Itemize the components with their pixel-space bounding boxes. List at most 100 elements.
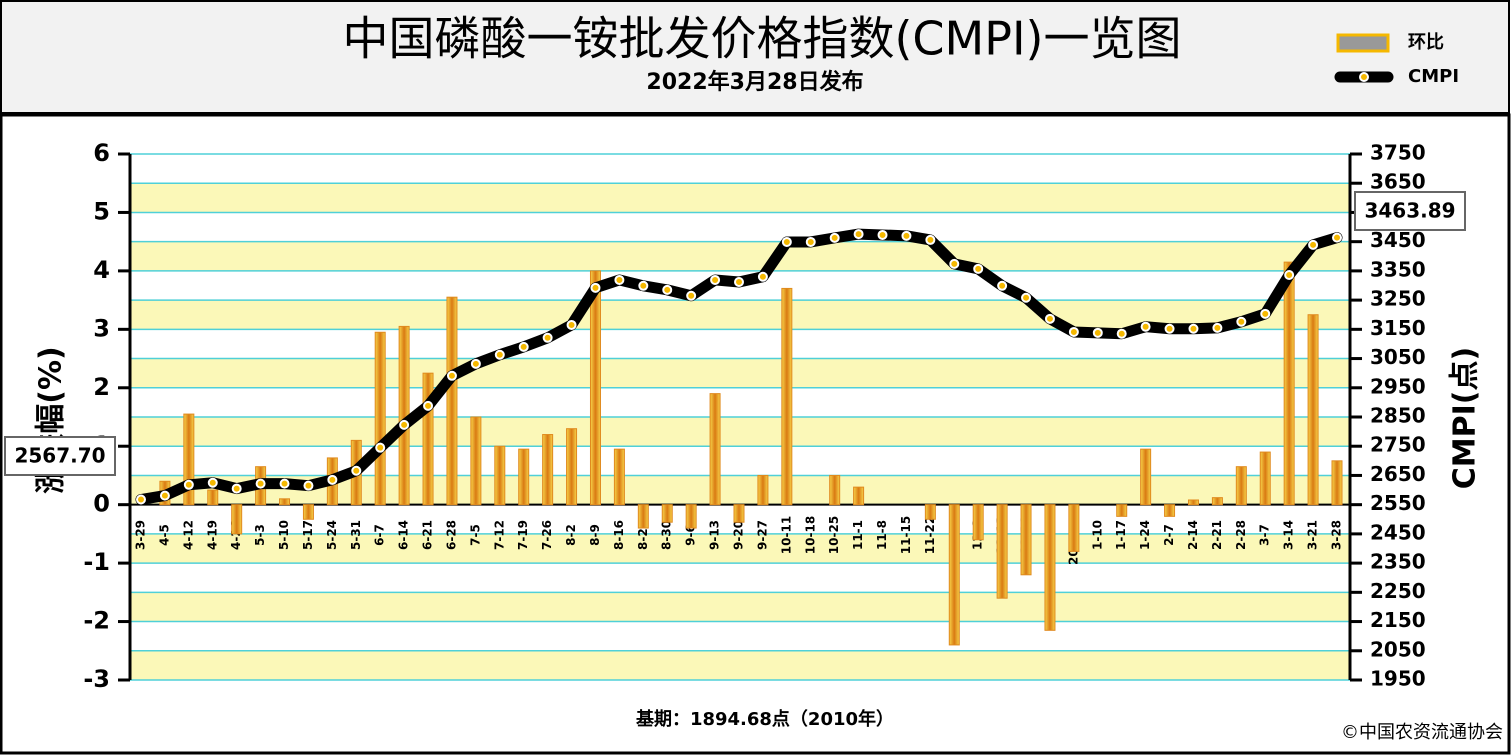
- cmpi-point: [1260, 308, 1271, 319]
- x-tick-label: 9-27: [755, 520, 769, 550]
- bar: [518, 448, 530, 506]
- value-label-box: [4, 436, 116, 476]
- y2-tick-label: 3650: [1370, 170, 1426, 194]
- cmpi-point: [351, 465, 362, 476]
- cmpi-point: [1236, 316, 1247, 327]
- cmpi-point: [973, 263, 984, 274]
- legend-label: 环比: [1408, 32, 1444, 53]
- bar: [757, 474, 769, 506]
- chart-subtitle: 2022年3月28日发布: [646, 69, 863, 95]
- x-tick-label: 9-13: [708, 520, 722, 550]
- header-box: [0, 0, 1510, 114]
- cmpi-point: [925, 234, 936, 245]
- cmpi-point: [375, 442, 386, 453]
- bar: [422, 372, 434, 506]
- bar: [183, 413, 195, 506]
- bar: [1259, 451, 1271, 506]
- cmpi-point: [1092, 327, 1103, 338]
- y2-tick-label: 2850: [1370, 404, 1426, 428]
- x-tick-label: 11-15: [899, 516, 913, 554]
- grid-band: [130, 533, 1350, 564]
- y2-tick-label: 3250: [1370, 287, 1426, 311]
- bar: [231, 504, 243, 535]
- grid-band: [130, 621, 1350, 651]
- y-tick-label: 0: [93, 490, 110, 518]
- bar: [661, 504, 673, 523]
- cmpi-point: [1021, 292, 1032, 303]
- grid-band: [130, 446, 1350, 476]
- bar: [948, 504, 960, 646]
- cmpi-point: [805, 236, 816, 247]
- x-tick-label: 9-20: [732, 520, 746, 550]
- bar: [494, 445, 506, 506]
- grid-band: [130, 241, 1350, 271]
- x-tick-label: 8-16: [612, 520, 626, 550]
- grid-band: [130, 358, 1350, 388]
- bar: [637, 504, 649, 529]
- bar: [1068, 504, 1080, 552]
- cmpi-point: [518, 341, 529, 352]
- bar: [566, 428, 578, 506]
- bar: [1187, 499, 1199, 506]
- y2-tick-label: 2150: [1370, 608, 1426, 632]
- x-tick-label: 7-5: [468, 524, 482, 546]
- cmpi-point: [710, 274, 721, 285]
- cmpi-point: [997, 280, 1008, 291]
- x-tick-label: 2-7: [1162, 524, 1176, 546]
- cmpi-point: [279, 478, 290, 489]
- x-tick-label: 11-22: [923, 516, 937, 554]
- x-tick-label: 7-26: [540, 520, 554, 550]
- bar: [589, 270, 601, 506]
- x-tick-label: 1-17: [1114, 520, 1128, 550]
- cmpi-point: [1188, 323, 1199, 334]
- cmpi-point: [231, 483, 242, 494]
- y2-tick-label: 2750: [1370, 433, 1426, 457]
- x-tick-label: 2-21: [1210, 520, 1224, 550]
- y2-tick-label: 3750: [1370, 141, 1426, 165]
- cmpi-point: [327, 474, 338, 485]
- y2-tick-label: 1950: [1370, 667, 1426, 691]
- y2-tick-label: 2450: [1370, 520, 1426, 544]
- bar: [207, 489, 219, 506]
- x-tick-label: 4-12: [181, 520, 195, 550]
- value-label-box: [1354, 191, 1466, 231]
- x-tick-label: 7-12: [492, 520, 506, 550]
- x-tick-label: 11-1: [851, 520, 865, 550]
- cmpi-point: [829, 232, 840, 243]
- x-tick-label: 6-14: [397, 520, 411, 550]
- cmpi-point: [494, 349, 505, 360]
- bar: [1044, 504, 1056, 631]
- bar: [1283, 261, 1295, 506]
- value-label: 2567.70: [14, 444, 105, 468]
- y2-tick-label: 2550: [1370, 491, 1426, 515]
- bar: [446, 296, 458, 506]
- legend-swatch: [1336, 33, 1390, 53]
- cmpi-point: [1044, 313, 1055, 324]
- grid-band: [130, 417, 1350, 447]
- cmpi-point: [1308, 239, 1319, 250]
- bar: [374, 331, 386, 506]
- x-tick-label: 5-24: [325, 520, 339, 550]
- y-tick-label: 5: [93, 197, 110, 225]
- cmpi-point: [1164, 323, 1175, 334]
- bar: [733, 504, 745, 523]
- cmpi-point: [399, 419, 410, 430]
- x-tick-label: 10-18: [803, 516, 817, 554]
- cmpi-point: [853, 229, 864, 240]
- grid-band: [130, 650, 1350, 680]
- cmpi-point: [1332, 232, 1342, 243]
- cmpi-point: [949, 258, 960, 269]
- value-label: 3463.89: [1364, 199, 1455, 223]
- x-tick-label: 3-7: [1258, 524, 1272, 546]
- y-tick-label: -2: [83, 607, 110, 635]
- x-tick-label: 8-30: [660, 520, 674, 550]
- bar: [279, 498, 291, 506]
- cmpi-point: [183, 479, 194, 490]
- bar: [470, 416, 482, 506]
- x-tick-label: 2-28: [1234, 520, 1248, 550]
- grid-band: [130, 183, 1350, 213]
- bar: [1116, 504, 1128, 517]
- bar: [709, 393, 721, 506]
- cmpi-point: [303, 480, 314, 491]
